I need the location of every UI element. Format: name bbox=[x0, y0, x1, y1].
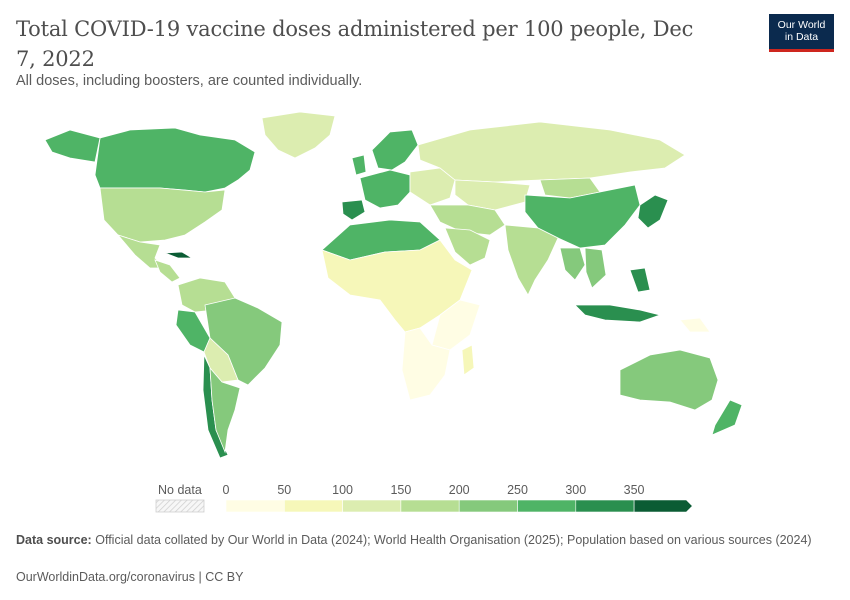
legend-tick-label: 100 bbox=[332, 483, 353, 497]
chart-subtitle: All doses, including boosters, are count… bbox=[16, 73, 363, 89]
region-western-europe[interactable] bbox=[359, 169, 411, 209]
region-united-states[interactable] bbox=[99, 187, 226, 243]
region-india[interactable] bbox=[504, 224, 559, 296]
region-canada[interactable] bbox=[94, 127, 256, 193]
region-middle-east[interactable] bbox=[429, 204, 506, 236]
world-map bbox=[44, 111, 743, 459]
region-papua-new-guinea[interactable] bbox=[679, 317, 711, 333]
legend-scale: 0 50 100 150 200 250 300 350 bbox=[223, 483, 693, 513]
region-peru[interactable] bbox=[175, 309, 211, 353]
region-alaska-canada-north[interactable] bbox=[44, 129, 101, 163]
chart-title: Total COVID-19 vaccine doses administere… bbox=[16, 17, 694, 71]
footer-attribution[interactable]: OurWorldinData.org/coronavirus | CC BY bbox=[16, 570, 244, 584]
legend-tick-label: 150 bbox=[390, 483, 411, 497]
legend-bin-6[interactable] bbox=[575, 499, 635, 513]
region-southern-africa[interactable] bbox=[401, 327, 451, 401]
region-iberia[interactable] bbox=[341, 199, 366, 221]
data-source: Data source: Official data collated by O… bbox=[16, 533, 816, 548]
region-madagascar[interactable] bbox=[461, 344, 475, 376]
region-kazakhstan-central-asia[interactable] bbox=[454, 179, 531, 211]
legend-bin-3[interactable] bbox=[400, 499, 460, 513]
legend-bin-4[interactable] bbox=[458, 499, 518, 513]
legend-bin-5[interactable] bbox=[517, 499, 577, 513]
legend-tick-label: 250 bbox=[507, 483, 528, 497]
region-argentina[interactable] bbox=[209, 366, 241, 454]
legend: No data 0 50 100 150 200 250 300 350 bbox=[155, 483, 693, 513]
region-uk-ireland[interactable] bbox=[351, 154, 367, 176]
region-china[interactable] bbox=[524, 184, 641, 249]
legend-no-data-swatch[interactable] bbox=[155, 499, 205, 513]
region-central-america[interactable] bbox=[154, 259, 181, 283]
region-cuba[interactable] bbox=[164, 251, 194, 259]
legend-tick-label: 300 bbox=[565, 483, 586, 497]
legend-tick-label: 200 bbox=[449, 483, 470, 497]
legend-tick-label: 0 bbox=[223, 483, 230, 497]
region-scandinavia[interactable] bbox=[371, 129, 419, 171]
legend-bin-7[interactable] bbox=[633, 499, 693, 513]
region-vietnam-cambodia[interactable] bbox=[584, 247, 607, 289]
region-japan-korea[interactable] bbox=[637, 194, 669, 229]
logo-line-2: in Data bbox=[784, 31, 819, 43]
region-southeast-asia[interactable] bbox=[559, 247, 586, 281]
region-greenland[interactable] bbox=[261, 111, 336, 159]
legend-bin-2[interactable] bbox=[342, 499, 402, 513]
legend-bin-1[interactable] bbox=[284, 499, 343, 513]
region-australia[interactable] bbox=[619, 349, 719, 411]
legend-tick-label: 350 bbox=[624, 483, 645, 497]
region-indonesia[interactable] bbox=[574, 304, 662, 323]
legend-tick-label: 50 bbox=[277, 483, 291, 497]
owid-logo[interactable]: Our World in Data bbox=[769, 14, 834, 52]
region-philippines[interactable] bbox=[629, 267, 651, 293]
region-russia[interactable] bbox=[417, 121, 686, 183]
legend-bin-0[interactable] bbox=[225, 499, 285, 513]
legend-no-data-label: No data bbox=[158, 483, 202, 497]
region-new-zealand[interactable] bbox=[711, 399, 743, 436]
region-saudi-arabia-gulf[interactable] bbox=[444, 227, 491, 266]
logo-line-1: Our World bbox=[777, 19, 826, 31]
source-text: Official data collated by Our World in D… bbox=[95, 533, 812, 547]
source-label: Data source: bbox=[16, 533, 92, 547]
